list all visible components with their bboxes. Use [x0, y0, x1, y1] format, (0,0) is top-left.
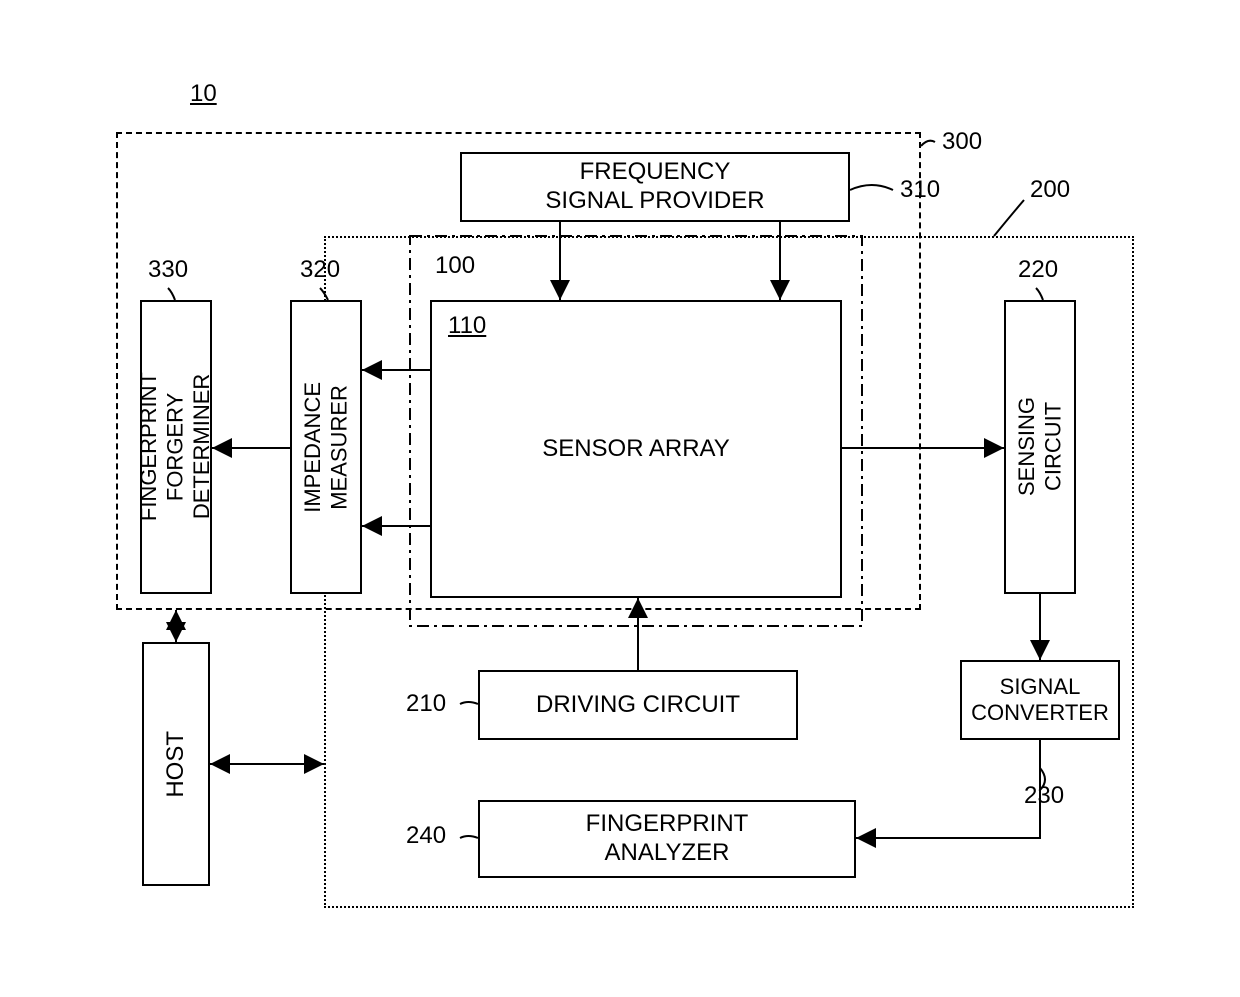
- ref-320: 320: [300, 256, 340, 284]
- ref-210: 210: [406, 690, 446, 718]
- ref-240: 240: [406, 822, 446, 850]
- block-sens-label: SENSING CIRCUIT: [1014, 397, 1067, 496]
- block-freq-label: FREQUENCY SIGNAL PROVIDER: [545, 158, 764, 216]
- ref-300: 300: [942, 128, 982, 156]
- ref-330: 330: [148, 256, 188, 284]
- block-driving-circuit: DRIVING CIRCUIT: [478, 670, 798, 740]
- block-frequency-signal-provider: FREQUENCY SIGNAL PROVIDER: [460, 152, 850, 222]
- block-imp-label: IMPEDANCE MEASURER: [300, 382, 353, 513]
- block-drv-label: DRIVING CIRCUIT: [536, 691, 740, 720]
- leader-200: [994, 200, 1024, 236]
- ref-310: 310: [900, 176, 940, 204]
- block-fingerprint-analyzer: FINGERPRINT ANALYZER: [478, 800, 856, 878]
- block-sensor-array: SENSOR ARRAY: [430, 300, 842, 598]
- block-fingerprint-forgery-determiner: FINGERPRINT FORGERY DETERMINER: [140, 300, 212, 594]
- block-sensor-label: SENSOR ARRAY: [542, 435, 730, 464]
- block-sconv-label: SIGNAL CONVERTER: [971, 674, 1109, 727]
- block-host: HOST: [142, 642, 210, 886]
- block-forg-label: FINGERPRINT FORGERY DETERMINER: [136, 372, 215, 521]
- ref-230: 230: [1024, 782, 1064, 810]
- block-fpan-label: FINGERPRINT ANALYZER: [586, 810, 749, 868]
- leader-300: [921, 141, 935, 146]
- block-signal-converter: SIGNAL CONVERTER: [960, 660, 1120, 740]
- diagram-canvas: 10 300 200 100 FREQUENCY SIGNAL PROVIDER…: [0, 0, 1240, 997]
- block-sensing-circuit: SENSING CIRCUIT: [1004, 300, 1076, 594]
- figure-label: 10: [190, 80, 217, 108]
- ref-110: 110: [448, 312, 486, 340]
- ref-220: 220: [1018, 256, 1058, 284]
- ref-200: 200: [1030, 176, 1070, 204]
- block-impedance-measurer: IMPEDANCE MEASURER: [290, 300, 362, 594]
- ref-100: 100: [435, 252, 475, 280]
- block-host-label: HOST: [162, 731, 191, 798]
